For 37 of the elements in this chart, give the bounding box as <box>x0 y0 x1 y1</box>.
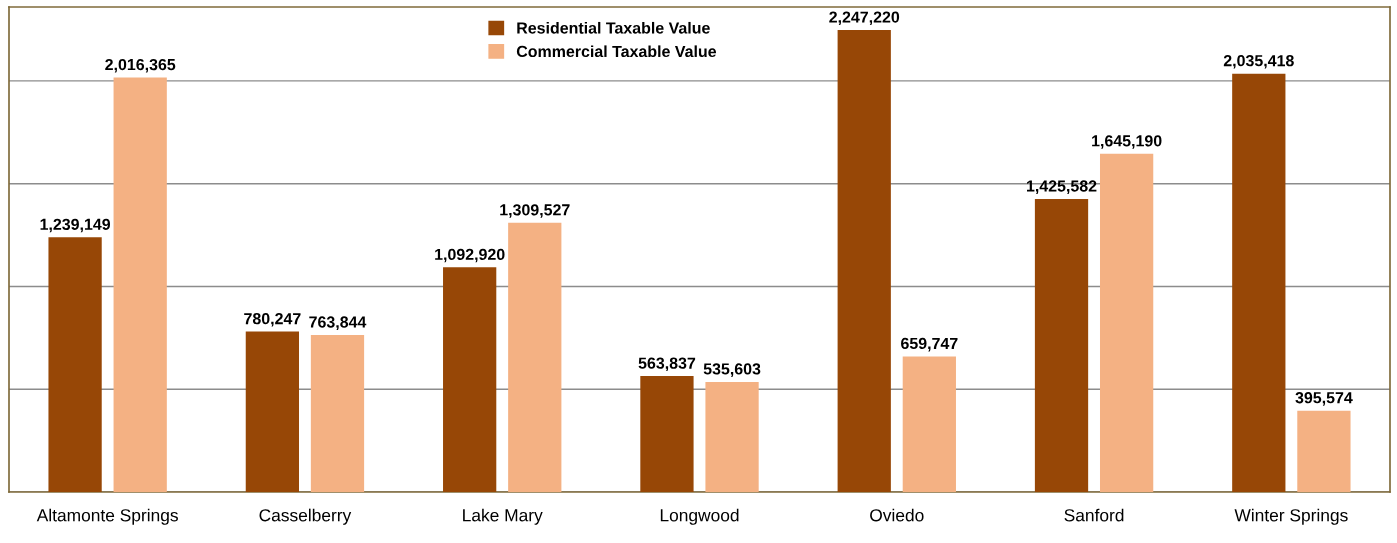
bar <box>902 356 956 492</box>
bar <box>640 376 694 492</box>
legend-label: Residential Taxable Value <box>517 21 710 34</box>
bar <box>48 237 102 492</box>
data-label: 535,603 <box>703 363 761 377</box>
bar <box>1232 73 1286 492</box>
x-tick-label: Sanford <box>1064 508 1124 522</box>
data-label: 780,247 <box>244 312 301 327</box>
bar <box>1297 410 1351 492</box>
x-tick-label: Altamonte Springs <box>36 508 178 525</box>
data-label: 763,844 <box>309 316 367 330</box>
bar <box>837 30 891 492</box>
data-label: 2,247,220 <box>829 11 900 26</box>
data-label: 2,016,365 <box>105 58 176 73</box>
bar <box>1099 153 1154 492</box>
data-label: 2,035,418 <box>1223 55 1294 69</box>
data-label: 1,645,190 <box>1092 135 1162 149</box>
bar <box>310 335 365 492</box>
data-label: 1,309,527 <box>500 204 570 218</box>
bar <box>508 222 562 492</box>
x-tick-label: Oviedo <box>870 508 924 522</box>
bar <box>113 77 167 492</box>
data-label: 1,092,920 <box>435 248 505 263</box>
data-label: 563,837 <box>638 357 696 372</box>
data-label: 395,574 <box>1295 392 1353 406</box>
x-tick-label: Winter Springs <box>1234 508 1348 525</box>
data-label: 659,747 <box>901 337 958 352</box>
data-label: 1,239,149 <box>40 218 111 233</box>
bar <box>245 331 300 492</box>
bar <box>443 267 497 492</box>
x-tick-label: Casselberry <box>259 508 352 525</box>
legend-label: Commercial Taxable Value <box>516 45 717 58</box>
bar <box>705 381 759 492</box>
x-tick-label: Lake Mary <box>463 508 543 525</box>
x-tick-label: Longwood <box>660 508 739 525</box>
data-label: 1,425,582 <box>1027 180 1097 194</box>
bar <box>1034 198 1089 492</box>
